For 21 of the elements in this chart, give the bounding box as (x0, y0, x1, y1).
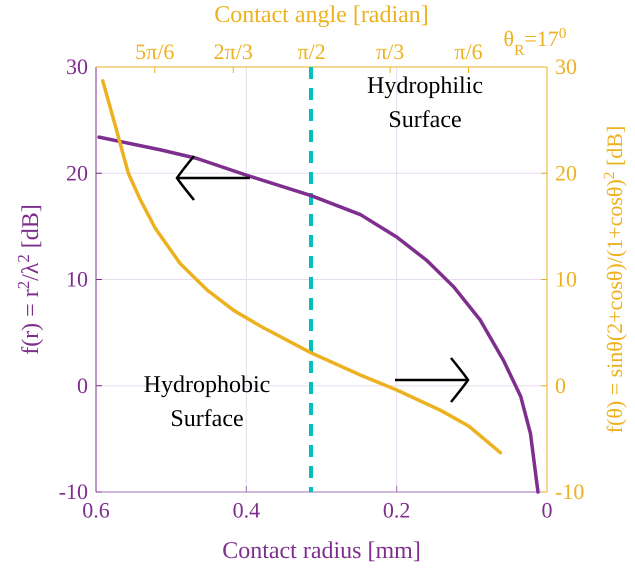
y-tick-label: 10 (66, 266, 88, 292)
y-tick-label: 20 (66, 160, 88, 186)
x2-tick-label: 5π/6 (135, 39, 174, 64)
y2-tick-label: 10 (555, 266, 577, 292)
annotation: Hydrophilic Surface (367, 73, 483, 133)
y2-tick-label: 0 (555, 372, 566, 398)
y-tick-label: -10 (58, 479, 88, 504)
x-tick-label: 0 (542, 498, 552, 523)
x2-tick-label: 2π/3 (214, 39, 253, 64)
x2-tick-label: π/2 (297, 39, 326, 64)
x-tick-label: 0.4 (232, 498, 260, 523)
x-axis-title: Contact radius [mm] (222, 538, 421, 564)
y2-tick-label: -10 (555, 479, 584, 504)
y-tick-label: 0 (77, 372, 88, 398)
x-tick-label: 0.2 (382, 498, 410, 523)
y-tick-label: 30 (66, 54, 88, 80)
x2-tick-label: π/6 (454, 39, 483, 64)
x2-tick-label: π/3 (376, 39, 404, 64)
annotation: Hydrophobic Surface (144, 372, 270, 432)
x2-axis-title: Contact angle [radian] (214, 2, 429, 28)
y2-tick-label: 20 (555, 160, 577, 186)
